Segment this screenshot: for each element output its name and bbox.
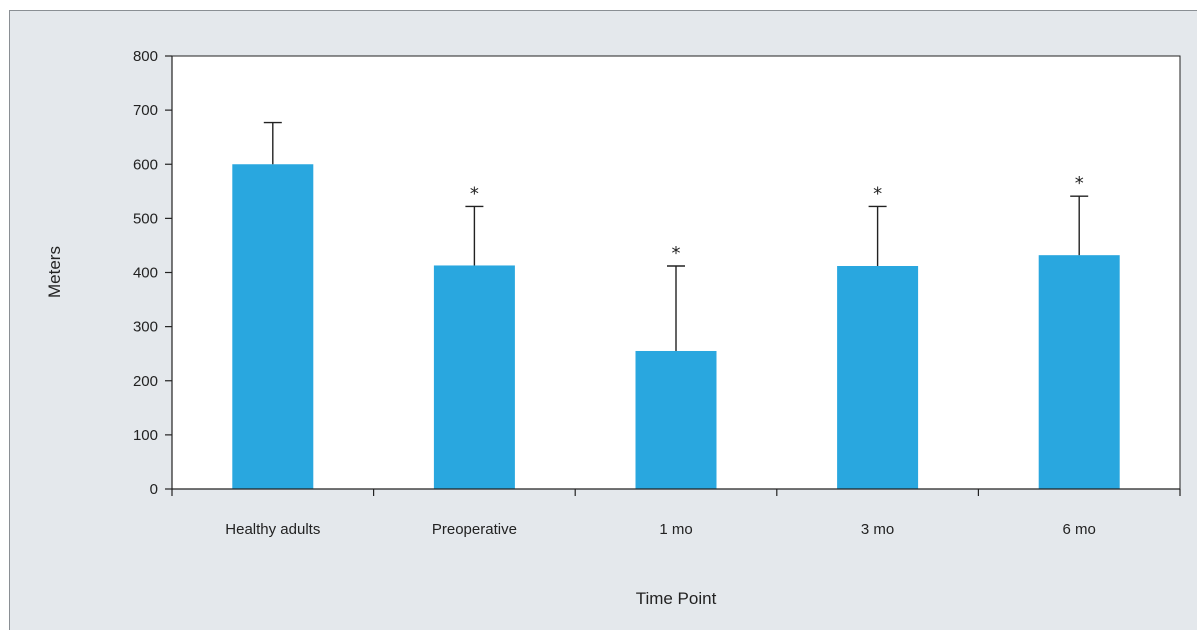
y-tick-label: 200 <box>133 373 158 390</box>
x-tick-label: 3 mo <box>861 521 894 538</box>
significance-marker: * <box>470 183 479 204</box>
y-tick-label: 400 <box>133 265 158 282</box>
y-tick-label: 0 <box>150 481 158 498</box>
bars-layer <box>232 164 1120 489</box>
x-tick-label: 1 mo <box>659 521 692 538</box>
y-axis-label: Meters <box>45 246 64 298</box>
bar <box>232 164 314 489</box>
y-tick-label: 300 <box>133 319 158 336</box>
x-tick-label: 6 mo <box>1063 521 1096 538</box>
significance-marker: * <box>1075 173 1084 194</box>
y-tick-label: 700 <box>133 102 158 119</box>
significance-markers-layer: * * * * <box>470 173 1084 264</box>
x-axis: Healthy adults Preoperative 1 mo 3 mo 6 mo <box>171 488 1181 538</box>
x-axis-label: Time Point <box>636 589 717 608</box>
y-tick-label: 100 <box>133 427 158 444</box>
bar <box>433 265 515 489</box>
y-tick-label: 500 <box>133 210 158 227</box>
significance-marker: * <box>672 243 681 264</box>
bar <box>635 350 717 489</box>
y-tick-label: 600 <box>133 156 158 173</box>
bar <box>1038 255 1120 489</box>
x-tick-label: Preoperative <box>432 521 517 538</box>
error-bars-layer <box>263 121 1089 351</box>
significance-marker: * <box>873 183 882 204</box>
y-axis: 0 100 200 300 400 500 600 700 800 <box>133 48 173 498</box>
bar <box>837 266 919 489</box>
y-tick-label: 800 <box>133 48 158 65</box>
x-tick-label: Healthy adults <box>225 521 320 538</box>
